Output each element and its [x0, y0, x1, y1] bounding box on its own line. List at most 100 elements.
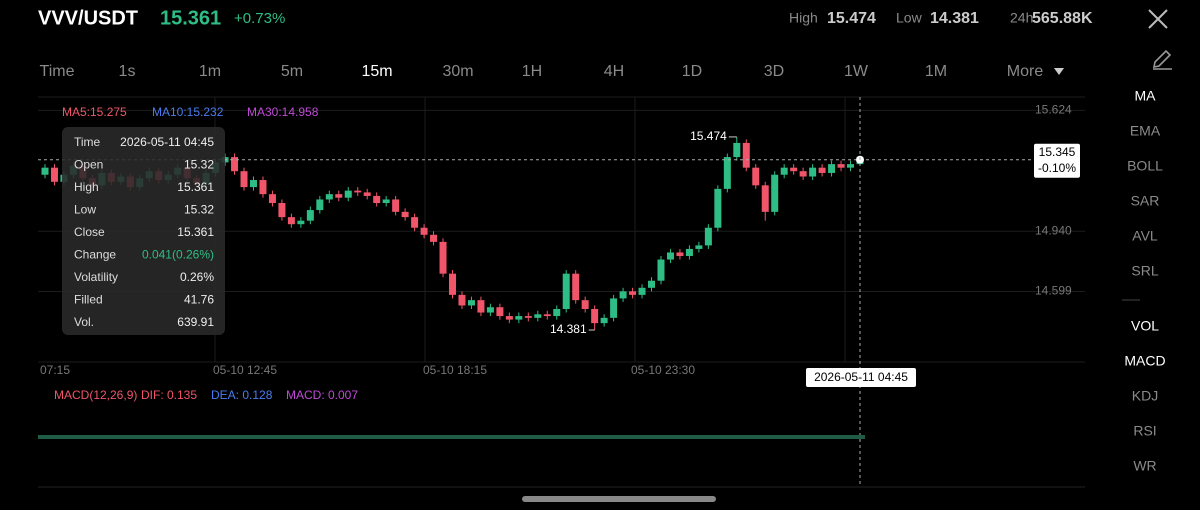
- low-value: 14.381: [930, 10, 979, 27]
- candle-body: [581, 300, 589, 309]
- macd-value-legend: MACD: 0.007: [286, 388, 358, 402]
- candle-body: [496, 307, 504, 317]
- indicator[interactable]: MA: [1135, 88, 1157, 104]
- candle-body: [325, 194, 333, 200]
- candle-body: [676, 252, 684, 256]
- tooltip-box: [62, 127, 225, 335]
- tooltip-key: Low: [74, 203, 96, 217]
- close-button[interactable]: [1148, 9, 1168, 29]
- timeframe[interactable]: 1W: [844, 63, 869, 80]
- ma5-legend: MA5:15.275: [62, 105, 127, 119]
- candle-body: [799, 171, 807, 177]
- home-indicator[interactable]: [522, 496, 716, 502]
- vol-label: 24h: [1010, 10, 1033, 26]
- tooltip-value: 2026-05-11 04:45: [120, 135, 214, 149]
- candle-body: [268, 194, 276, 203]
- last-price-change: -0.10%: [1038, 161, 1076, 175]
- x-tick-label: 05-10 23:30: [631, 363, 695, 377]
- pair[interactable]: VVV/USDT: [38, 7, 138, 29]
- tooltip-key: Open: [74, 158, 103, 172]
- candle-body: [666, 252, 674, 260]
- timeframe[interactable]: 1M: [925, 63, 947, 80]
- x-tick-label: 07:15: [40, 363, 70, 377]
- dif-legend: DIF: 0.135: [141, 388, 197, 402]
- crosshair-time-box: [806, 368, 916, 387]
- indicator[interactable]: BOLL: [1127, 158, 1163, 174]
- ma10-legend: MA10:15.232: [152, 105, 224, 119]
- tooltip-key: Volatility: [74, 270, 118, 284]
- tooltip-key: High: [74, 180, 99, 194]
- candle-body: [771, 174, 779, 212]
- candle-body: [837, 164, 845, 168]
- indicator[interactable]: VOL: [1131, 318, 1159, 334]
- candle-body: [534, 314, 542, 318]
- candle-body: [240, 171, 248, 188]
- candle-body: [420, 227, 428, 235]
- candle-body: [486, 307, 494, 313]
- indicator[interactable]: RSI: [1133, 423, 1156, 439]
- candle-body: [430, 234, 438, 242]
- tooltip-value: 15.361: [177, 225, 214, 239]
- candle-body: [723, 157, 731, 189]
- candle-body: [553, 309, 561, 317]
- candle-body: [449, 273, 456, 295]
- tooltip-value: 0.26%: [180, 270, 214, 284]
- change: +0.73%: [234, 10, 285, 27]
- indicator[interactable]: SAR: [1131, 193, 1160, 209]
- x-tick-label: 05-10 12:45: [213, 363, 277, 377]
- indicator[interactable]: SRL: [1131, 263, 1158, 279]
- indicator[interactable]: MACD: [1124, 353, 1165, 369]
- candle-body: [363, 192, 371, 196]
- ma30-legend: MA30:14.958: [247, 105, 319, 119]
- candle-body: [524, 316, 532, 318]
- timeframe[interactable]: 5m: [281, 63, 303, 80]
- tooltip-key: Filled: [74, 293, 103, 307]
- candle-body: [411, 217, 419, 228]
- candle-body: [392, 199, 400, 212]
- timeframe[interactable]: Time: [40, 63, 75, 80]
- indicator[interactable]: EMA: [1130, 123, 1161, 139]
- candle-body: [231, 157, 239, 172]
- timeframe-bar: Time 1s 1m 5m 15m 30m 1H 4H 1D 3D 1W 1M More: [40, 63, 1044, 80]
- y-tick-label: 14.599: [1035, 284, 1072, 298]
- candle-body: [467, 300, 475, 306]
- tooltip-key: Change: [74, 248, 116, 262]
- candle-body: [780, 167, 788, 175]
- candle-body: [505, 316, 513, 320]
- indicator[interactable]: WR: [1133, 458, 1156, 474]
- timeframe[interactable]: 4H: [604, 63, 624, 80]
- timeframe[interactable]: 15m: [361, 63, 392, 80]
- tooltip: Time 2026-05-11 04:45 Open 15.32 High 15.361 L…: [74, 135, 214, 329]
- candle-body: [515, 316, 523, 320]
- indicator[interactable]: AVL: [1132, 228, 1158, 244]
- candle-body: [354, 190, 362, 193]
- low-label: 14.381: [550, 322, 587, 336]
- edit-button[interactable]: [1152, 49, 1172, 70]
- tooltip-value: 41.76: [184, 293, 214, 307]
- candle-body: [752, 167, 760, 186]
- candle-body: [373, 195, 381, 203]
- candle-body: [818, 167, 826, 173]
- timeframe[interactable]: 1s: [119, 63, 136, 80]
- timeframe[interactable]: 3D: [764, 63, 784, 80]
- indicator[interactable]: KDJ: [1132, 388, 1158, 404]
- timeframe[interactable]: More: [1007, 63, 1044, 80]
- candle-body: [638, 287, 646, 295]
- indicator-list: MA EMA BOLL SAR AVL SRL VOL MACD KDJ RSI WR: [1124, 88, 1165, 474]
- candle-body: [50, 167, 58, 182]
- candle-body: [382, 199, 390, 203]
- last-price-box: [1034, 143, 1080, 178]
- timeframe[interactable]: 1m: [199, 63, 221, 80]
- timeframe[interactable]: 30m: [442, 63, 473, 80]
- tooltip-key: Time: [74, 135, 101, 149]
- timeframe[interactable]: 1D: [682, 63, 702, 80]
- timeframe[interactable]: 1H: [522, 63, 542, 80]
- crosshair-time: 2026-05-11 04:45: [814, 370, 908, 384]
- more-arrow[interactable]: [1054, 68, 1064, 75]
- tooltip-value: 15.361: [177, 180, 214, 194]
- y-tick-label: 15.624: [1035, 103, 1072, 117]
- candle-body: [297, 220, 305, 225]
- candle-body: [629, 291, 637, 295]
